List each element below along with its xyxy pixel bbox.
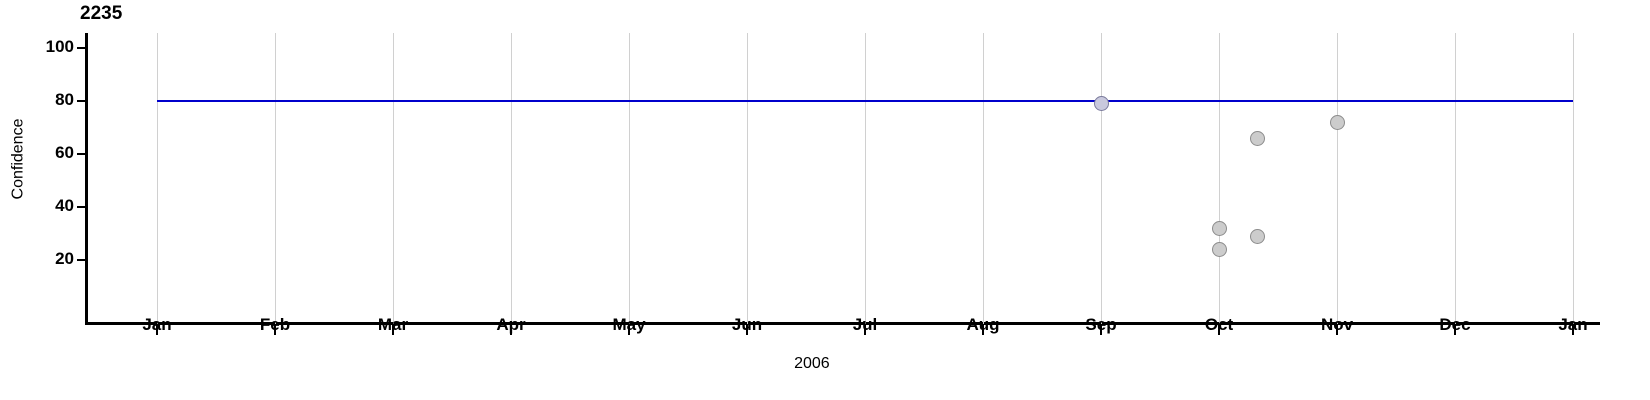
y-tick-80: [77, 100, 86, 102]
threshold-line: [157, 100, 1573, 102]
data-point[interactable]: [1211, 220, 1227, 236]
gridline-dec-11: [1455, 33, 1456, 324]
x-tick-aug-7: [982, 325, 984, 335]
x-tick-jan-0: [156, 325, 158, 335]
x-axis-title: 2006: [794, 355, 830, 372]
x-tick-may-4: [628, 325, 630, 335]
data-point[interactable]: [1211, 241, 1227, 257]
x-tick-dec-11: [1454, 325, 1456, 335]
x-tick-label-jan-0: Jan: [142, 315, 172, 334]
gridline-jan-12: [1573, 33, 1574, 324]
gridline-oct-9: [1219, 33, 1220, 324]
x-tick-label-feb-1: Feb: [259, 315, 291, 334]
gridline-apr-3: [511, 33, 512, 324]
x-axis-line: [85, 322, 1600, 325]
data-point[interactable]: [1250, 228, 1266, 244]
y-tick-label-100: 100: [45, 37, 74, 56]
x-tick-label-dec-11: Dec: [1439, 315, 1471, 334]
y-axis-line: [85, 33, 88, 325]
gridline-jun-5: [747, 33, 748, 324]
x-tick-mar-2: [392, 325, 394, 335]
x-tick-label-jul-6: Jul: [852, 315, 878, 334]
gridline-aug-7: [983, 33, 984, 324]
x-tick-label-apr-3: Apr: [496, 315, 526, 334]
y-tick-60: [77, 153, 86, 155]
y-tick-label-60: 60: [55, 143, 74, 162]
y-tick-label-80: 80: [55, 90, 74, 109]
gridline-may-4: [629, 33, 630, 324]
x-tick-label-aug-7: Aug: [966, 315, 1000, 334]
gridline-feb-1: [275, 33, 276, 324]
y-tick-40: [77, 206, 86, 208]
x-tick-oct-9: [1218, 325, 1220, 335]
gridline-jan-0: [157, 33, 158, 324]
x-tick-feb-1: [274, 325, 276, 335]
plot-area: [85, 33, 1600, 324]
gridline-mar-2: [393, 33, 394, 324]
x-tick-label-mar-2: Mar: [377, 315, 409, 334]
x-tick-label-may-4: May: [612, 315, 646, 334]
chart-title: 2235: [80, 3, 123, 24]
data-point[interactable]: [1329, 114, 1345, 130]
y-tick-label-40: 40: [55, 196, 74, 215]
x-tick-sep-8: [1100, 325, 1102, 335]
x-tick-label-jan-12: Jan: [1558, 315, 1588, 334]
x-tick-label-oct-9: Oct: [1204, 315, 1234, 334]
x-tick-label-sep-8: Sep: [1085, 315, 1117, 334]
x-tick-label-jun-5: Jun: [731, 315, 763, 334]
data-point[interactable]: [1250, 130, 1266, 146]
y-tick-label-20: 20: [55, 249, 74, 268]
data-point[interactable]: [1093, 96, 1109, 112]
x-tick-jan-12: [1572, 325, 1574, 335]
y-tick-100: [77, 47, 86, 49]
x-tick-label-nov-10: Nov: [1320, 315, 1354, 334]
x-tick-jun-5: [746, 325, 748, 335]
gridline-sep-8: [1101, 33, 1102, 324]
x-tick-apr-3: [510, 325, 512, 335]
y-tick-20: [77, 259, 86, 261]
x-tick-nov-10: [1336, 325, 1338, 335]
gridline-jul-6: [865, 33, 866, 324]
x-tick-jul-6: [864, 325, 866, 335]
gridline-nov-10: [1337, 33, 1338, 324]
